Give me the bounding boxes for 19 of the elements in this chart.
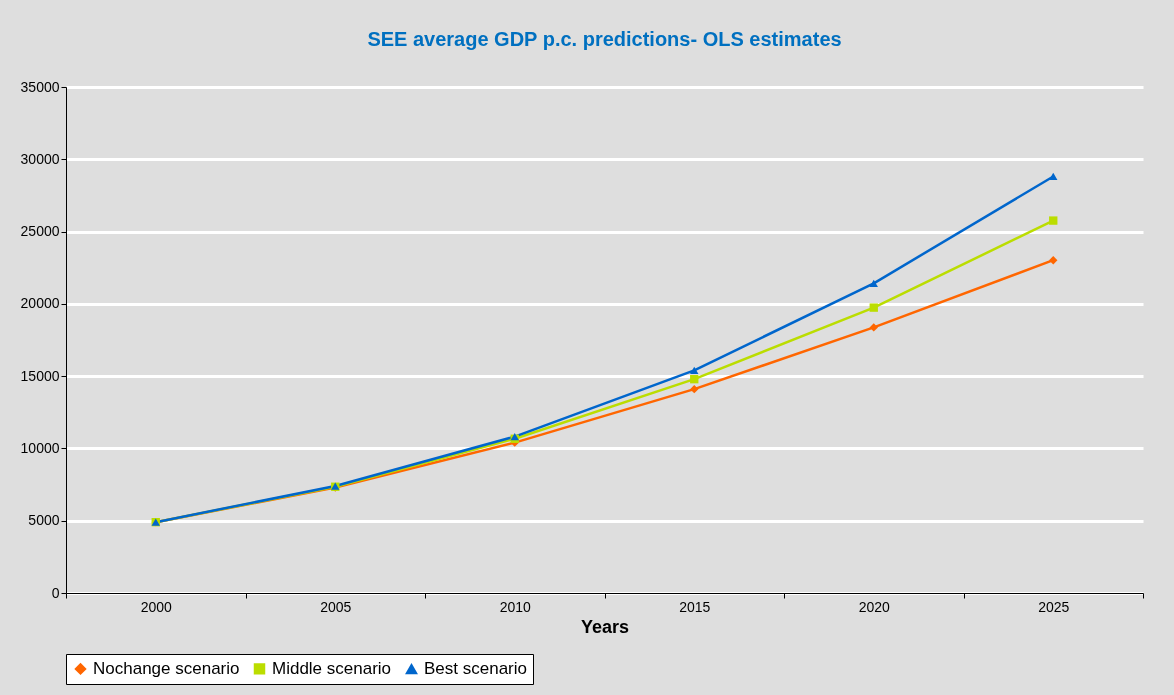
x-tick-label: 2005 [320, 598, 352, 615]
y-tick-label: 5000 [28, 512, 60, 529]
x-tick-label: 2010 [499, 598, 532, 615]
y-tick-label: 0 [51, 584, 60, 601]
x-tick-label: 2000 [140, 598, 173, 615]
y-tick-label: 15000 [20, 367, 60, 384]
legend-label: Middle scenario [272, 658, 392, 678]
x-tick-label: 2025 [1038, 598, 1070, 615]
y-tick-label: 10000 [20, 439, 60, 456]
y-tick-label: 35000 [20, 78, 60, 95]
legend-label: Best scenario [424, 659, 527, 679]
chart-title: SEE average GDP p.c. predictions- OLS estimates [367, 28, 842, 50]
x-tick-label: 2020 [858, 598, 891, 615]
x-axis-title: Years [580, 616, 630, 637]
y-tick-label: 25000 [20, 223, 60, 240]
y-tick-label: 20000 [20, 295, 60, 312]
y-tick-label: 30000 [20, 150, 60, 167]
legend-label: Nochange scenario [93, 658, 240, 678]
x-tick-label: 2015 [679, 598, 711, 615]
